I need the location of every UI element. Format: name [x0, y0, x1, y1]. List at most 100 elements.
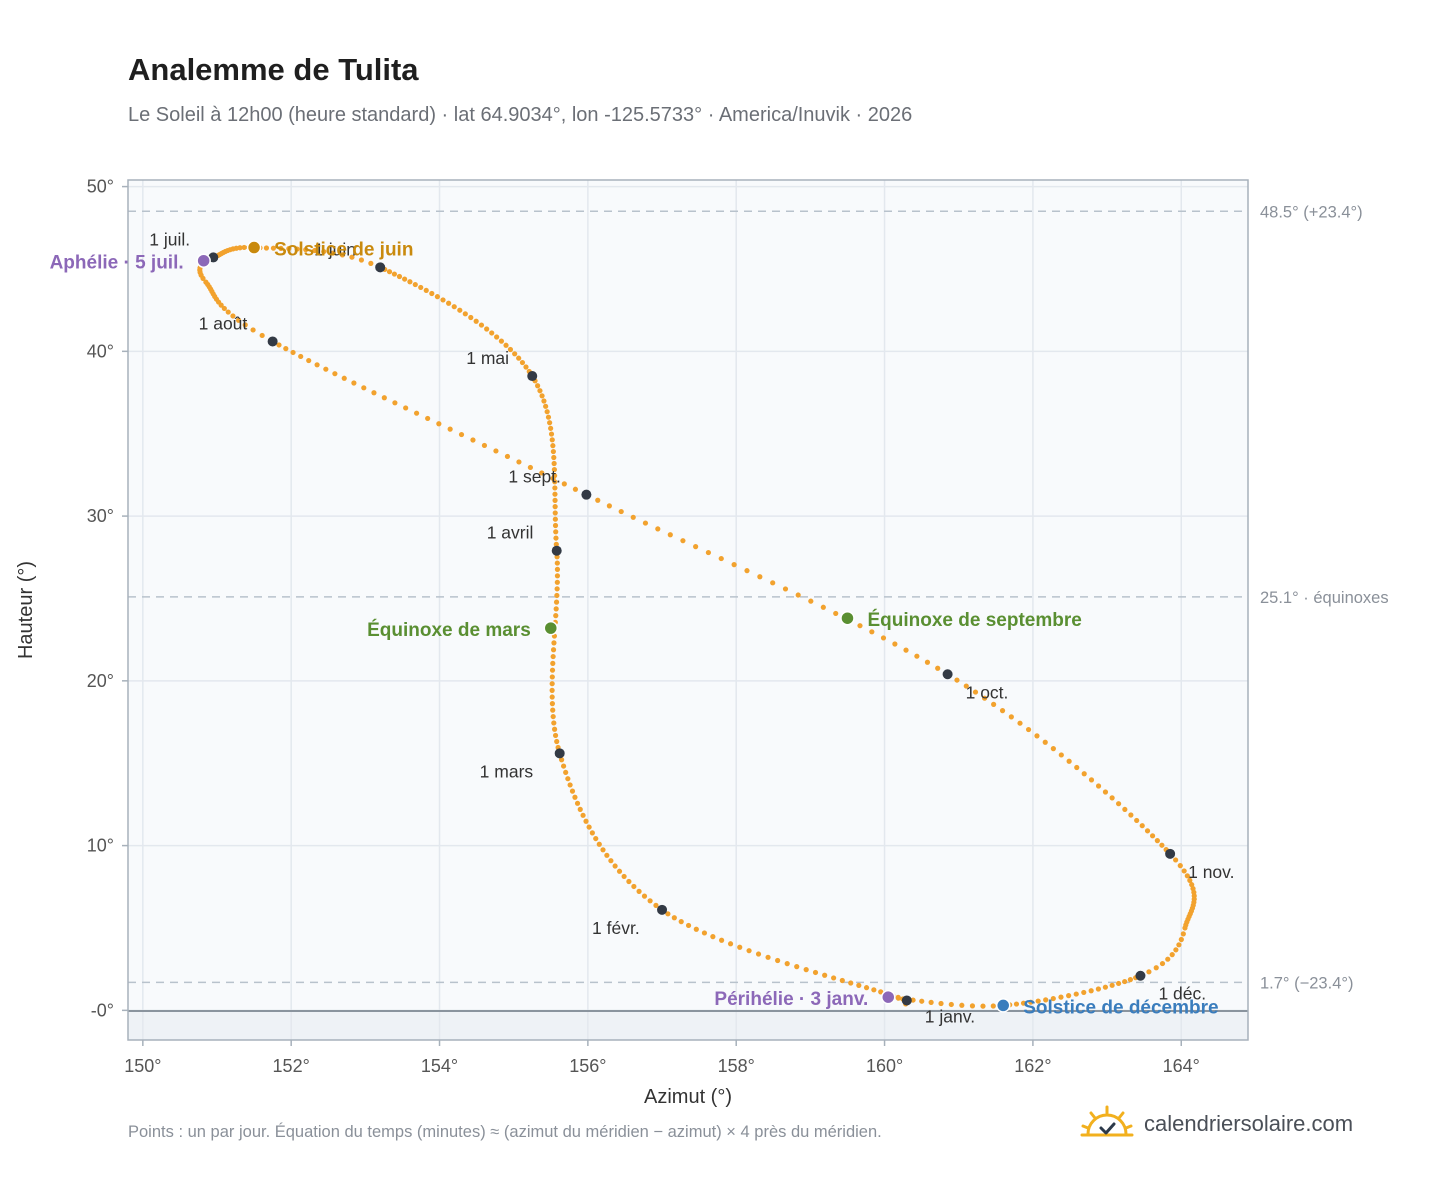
x-axis-ticks: 150° 152° 154° 156° 158° 160° 162° 164°: [124, 1040, 1200, 1076]
daily-sun-point: [481, 442, 488, 449]
daily-sun-point: [1165, 956, 1171, 962]
daily-sun-point: [701, 930, 708, 936]
daily-sun-point: [972, 689, 979, 695]
daily-sun-point: [784, 961, 790, 967]
daily-sun-point: [808, 598, 814, 604]
daily-sun-point: [547, 420, 553, 426]
daily-sun-point: [306, 357, 312, 364]
daily-sun-point: [276, 342, 282, 348]
daily-sun-point: [1034, 733, 1040, 739]
month-marker-label: 1 sept.: [508, 467, 561, 487]
daily-sun-point: [551, 720, 557, 726]
daily-sun-point: [549, 681, 555, 687]
daily-sun-point: [1058, 752, 1064, 758]
y-tick-label: -0°: [91, 1000, 114, 1020]
daily-sun-point: [552, 732, 559, 739]
below-horizon-band: [128, 1011, 1248, 1040]
daily-sun-point: [403, 405, 409, 411]
daily-sun-point: [339, 252, 346, 258]
daily-sun-point: [332, 371, 338, 377]
daily-sun-point: [667, 532, 673, 538]
daily-sun-point: [1115, 980, 1122, 987]
x-tick-label: 160°: [866, 1056, 903, 1076]
daily-sun-point: [727, 941, 734, 947]
daily-sun-point: [351, 380, 357, 386]
daily-sun-point: [230, 313, 236, 319]
x-tick-label: 150°: [124, 1056, 161, 1076]
daily-sun-point: [554, 566, 561, 572]
daily-sun-point: [516, 355, 522, 361]
daily-sun-point: [1189, 882, 1195, 888]
reference-line-label: 1.7° (−23.4°): [1260, 974, 1353, 992]
daily-sun-point: [312, 247, 318, 254]
daily-sun-point: [551, 726, 558, 732]
daily-sun-point: [551, 466, 557, 473]
daily-sun-point: [869, 629, 875, 635]
special-point-marker: [881, 989, 896, 1005]
daily-sun-point: [451, 304, 457, 310]
daily-sun-point: [586, 824, 592, 830]
daily-sun-point: [552, 497, 558, 503]
daily-sun-point: [550, 475, 556, 482]
daily-sun-point: [386, 269, 393, 275]
daily-sun-point: [1159, 960, 1166, 967]
daily-sun-point: [757, 574, 763, 580]
footnote: Points : un par jour. Équation du temps …: [128, 1123, 882, 1141]
x-tick-label: 154°: [421, 1056, 458, 1076]
y-tick-label: 40°: [87, 341, 114, 361]
daily-sun-point: [1154, 838, 1160, 844]
daily-sun-point: [718, 555, 724, 562]
month-marker-point: [1165, 848, 1176, 859]
daily-sun-point: [1134, 817, 1140, 824]
daily-sun-point: [593, 835, 599, 842]
daily-sun-point: [895, 995, 901, 1001]
daily-sun-point: [705, 549, 712, 556]
daily-sun-point: [250, 327, 256, 333]
daily-sun-point: [583, 818, 589, 824]
x-tick-label: 152°: [273, 1056, 310, 1076]
special-point-marker: [995, 998, 1011, 1013]
daily-sun-point: [361, 385, 367, 391]
month-marker-label: 1 janv.: [925, 1006, 975, 1026]
daily-sun-point: [833, 610, 839, 617]
daily-sun-point: [606, 503, 612, 509]
daily-sun-point: [552, 485, 558, 491]
daily-sun-point: [1128, 812, 1134, 818]
daily-sun-point: [822, 972, 828, 978]
daily-sun-point: [278, 245, 284, 251]
x-tick-label: 164°: [1163, 1056, 1200, 1076]
daily-sun-point: [241, 244, 247, 251]
daily-sun-point: [795, 592, 801, 598]
daily-sun-point: [504, 453, 511, 460]
daily-sun-point: [552, 516, 558, 522]
daily-sun-point: [1081, 771, 1087, 777]
daily-sun-point: [221, 305, 227, 312]
daily-sun-point: [938, 1000, 944, 1007]
daily-sun-point: [544, 409, 550, 415]
daily-sun-point: [641, 893, 648, 899]
daily-sun-point: [770, 580, 776, 586]
daily-sun-point: [558, 757, 565, 763]
daily-sun-point: [552, 522, 559, 529]
daily-sun-point: [608, 858, 614, 864]
daily-sun-point: [914, 653, 920, 659]
daily-sun-point: [550, 707, 556, 713]
daily-sun-point: [935, 665, 941, 671]
special-point-label: Périhélie · 3 janv.: [714, 989, 868, 1010]
daily-sun-point: [671, 915, 677, 921]
daily-sun-point: [1146, 969, 1152, 975]
month-marker-label: 1 juil.: [149, 229, 190, 249]
daily-sun-point: [991, 701, 997, 707]
daily-sun-point: [539, 470, 545, 476]
month-marker-label: 1 août: [199, 313, 248, 333]
daily-sun-point: [381, 395, 387, 401]
daily-sun-point: [323, 366, 329, 372]
daily-sun-point: [1181, 868, 1187, 874]
daily-sun-point: [1042, 739, 1048, 745]
brand[interactable]: calendriersolaire.com: [1080, 1104, 1353, 1144]
special-point-label: Solstice de décembre: [1023, 997, 1218, 1018]
special-point-label: Solstice de juin: [274, 240, 413, 261]
daily-sun-point: [539, 393, 545, 399]
daily-sun-point: [402, 276, 408, 282]
brand-name[interactable]: calendriersolaire.com: [1144, 1111, 1354, 1136]
